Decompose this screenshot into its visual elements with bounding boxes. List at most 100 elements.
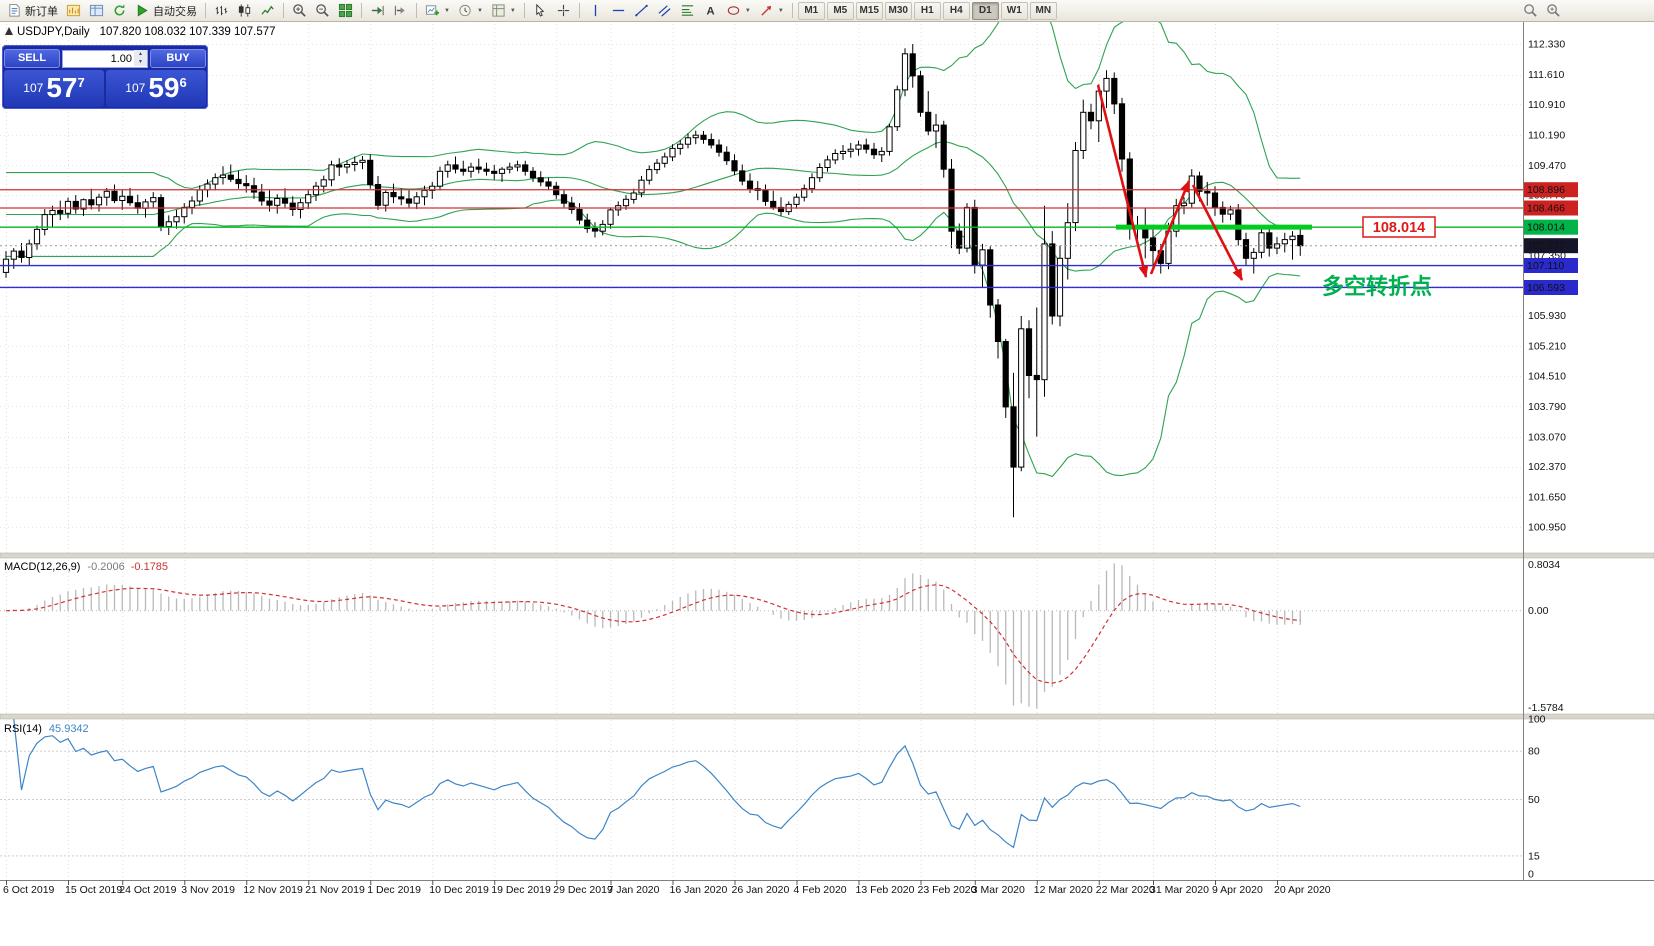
search-button[interactable] <box>1519 1 1542 21</box>
chevron-down-icon: ▼ <box>509 7 516 14</box>
svg-text:A: A <box>706 5 714 17</box>
buy-price[interactable]: 107 59 6 <box>106 70 206 107</box>
tile-windows-icon <box>338 3 353 18</box>
cursor-icon <box>536 3 545 17</box>
svg-text:112.330: 112.330 <box>1528 39 1565 51</box>
svg-text:108.896: 108.896 <box>1527 184 1565 196</box>
svg-text:109.470: 109.470 <box>1528 160 1566 172</box>
svg-text:31 Mar 2020: 31 Mar 2020 <box>1150 884 1209 896</box>
timeframe-h4[interactable]: H4 <box>942 1 970 20</box>
periods-button[interactable]: ▼ <box>454 1 487 21</box>
svg-text:12 Mar 2020: 12 Mar 2020 <box>1034 884 1093 896</box>
shapes-icon <box>727 6 740 15</box>
timeframe-h1[interactable]: H1 <box>913 1 941 20</box>
stepper-up-icon[interactable]: ▲ <box>138 51 143 57</box>
tile-windows-button[interactable] <box>334 1 357 21</box>
channel-button[interactable] <box>653 1 676 21</box>
timeframe-m1[interactable]: M1 <box>797 1 825 20</box>
chevron-down-icon: ▼ <box>777 7 784 14</box>
sell-price-big: 57 <box>46 72 78 103</box>
main-toolbar: 新订单 自动交易 <box>0 0 1654 22</box>
volume-stepper[interactable]: ▲ ▼ <box>134 50 147 66</box>
cursor-button[interactable] <box>529 1 552 21</box>
crosshair-icon <box>557 4 569 17</box>
fibonacci-button[interactable] <box>676 1 699 21</box>
annotation-note[interactable]: 多空转折点 <box>1322 274 1432 299</box>
chevron-down-icon: ▼ <box>476 7 483 14</box>
toolbar-separator <box>283 3 284 18</box>
candlestick-chart-button[interactable] <box>233 1 256 21</box>
chart-shift-button[interactable] <box>389 1 412 21</box>
timeframe-m30[interactable]: M30 <box>884 1 912 20</box>
price-chart[interactable]: 108.014 多空转折点 USDJPY,Daily 107.820 108.03… <box>0 22 1654 946</box>
sell-price[interactable]: 107 57 7 <box>4 70 104 107</box>
toolbar-separator <box>523 3 525 18</box>
vertical-line-button[interactable] <box>584 1 607 21</box>
refresh-button[interactable] <box>108 1 131 21</box>
bar-chart-button[interactable] <box>210 1 233 21</box>
price-axis[interactable] <box>1524 22 1654 880</box>
zoom-in-button[interactable] <box>288 1 311 21</box>
price-level-label[interactable]: 108.014 <box>1362 216 1436 238</box>
buy-button[interactable]: BUY <box>150 48 206 68</box>
price-level-text: 108.014 <box>1373 220 1425 236</box>
trendline-button[interactable] <box>630 1 653 21</box>
timeframe-m15[interactable]: M15 <box>855 1 883 20</box>
arrow-tool-icon <box>761 5 771 16</box>
channel-icon <box>658 5 671 17</box>
sell-button[interactable]: SELL <box>4 48 60 68</box>
arrow-objects[interactable] <box>1096 84 1244 281</box>
svg-text:110.190: 110.190 <box>1528 129 1565 141</box>
svg-text:29 Dec 2019: 29 Dec 2019 <box>553 884 613 896</box>
auto-scroll-icon <box>371 5 384 16</box>
templates-button[interactable]: ▼ <box>487 1 520 21</box>
timeframe-d1[interactable]: D1 <box>971 1 999 20</box>
rsi-plot <box>0 719 1523 857</box>
auto-scroll-button[interactable] <box>366 1 389 21</box>
panel-separator[interactable] <box>0 713 1654 720</box>
find-symbol-button[interactable] <box>1542 1 1565 21</box>
crosshair-button[interactable] <box>552 1 575 21</box>
svg-text:0.8034: 0.8034 <box>1528 559 1560 571</box>
profiles-button[interactable] <box>62 1 85 21</box>
buy-price-sup: 6 <box>179 75 187 90</box>
sell-price-prefix: 107 <box>23 81 44 95</box>
timeframe-w1[interactable]: W1 <box>1000 1 1028 20</box>
autotrading-button[interactable]: 自动交易 <box>131 1 201 21</box>
candlestick-chart-icon <box>238 4 251 17</box>
svg-text:4 Feb 2020: 4 Feb 2020 <box>794 884 847 896</box>
chart-shift-icon <box>394 5 405 16</box>
svg-text:1 Dec 2019: 1 Dec 2019 <box>367 884 421 896</box>
data-window-button[interactable] <box>85 1 108 21</box>
timeframe-m5[interactable]: M5 <box>826 1 854 20</box>
buy-price-prefix: 107 <box>125 81 146 95</box>
zoom-out-icon <box>316 4 329 17</box>
timeframe-mn[interactable]: MN <box>1029 1 1057 20</box>
new-order-button[interactable]: 新订单 <box>3 1 62 21</box>
text-icon: A <box>706 5 714 17</box>
svg-text:15 Oct 2019: 15 Oct 2019 <box>65 884 122 896</box>
horizontal-line-button[interactable] <box>607 1 630 21</box>
arrows-tool-button[interactable]: ▼ <box>755 1 788 21</box>
clock-icon <box>459 4 471 17</box>
magnifier-plus-icon <box>1547 4 1560 17</box>
fibonacci-icon <box>681 5 693 16</box>
svg-text:105.210: 105.210 <box>1528 341 1566 353</box>
indicators-button[interactable]: ▼ <box>421 1 454 21</box>
line-chart-button[interactable] <box>256 1 279 21</box>
svg-text:0: 0 <box>1528 869 1534 881</box>
panel-separator[interactable] <box>0 552 1654 559</box>
toolbar-separator <box>361 3 362 18</box>
chevron-down-icon: ▼ <box>444 7 450 14</box>
hline-objects[interactable] <box>0 189 1523 289</box>
volume-input[interactable] <box>62 50 148 68</box>
zoom-out-button[interactable] <box>311 1 334 21</box>
text-tool-button[interactable]: A <box>699 1 722 21</box>
svg-text:80: 80 <box>1528 746 1540 758</box>
stepper-down-icon[interactable]: ▼ <box>138 59 143 65</box>
macd-label: MACD(12,26,9) -0.2006 -0.1785 <box>4 561 168 573</box>
svg-text:101.650: 101.650 <box>1528 492 1566 504</box>
shapes-button[interactable]: ▼ <box>722 1 755 21</box>
svg-text:15: 15 <box>1528 850 1540 862</box>
